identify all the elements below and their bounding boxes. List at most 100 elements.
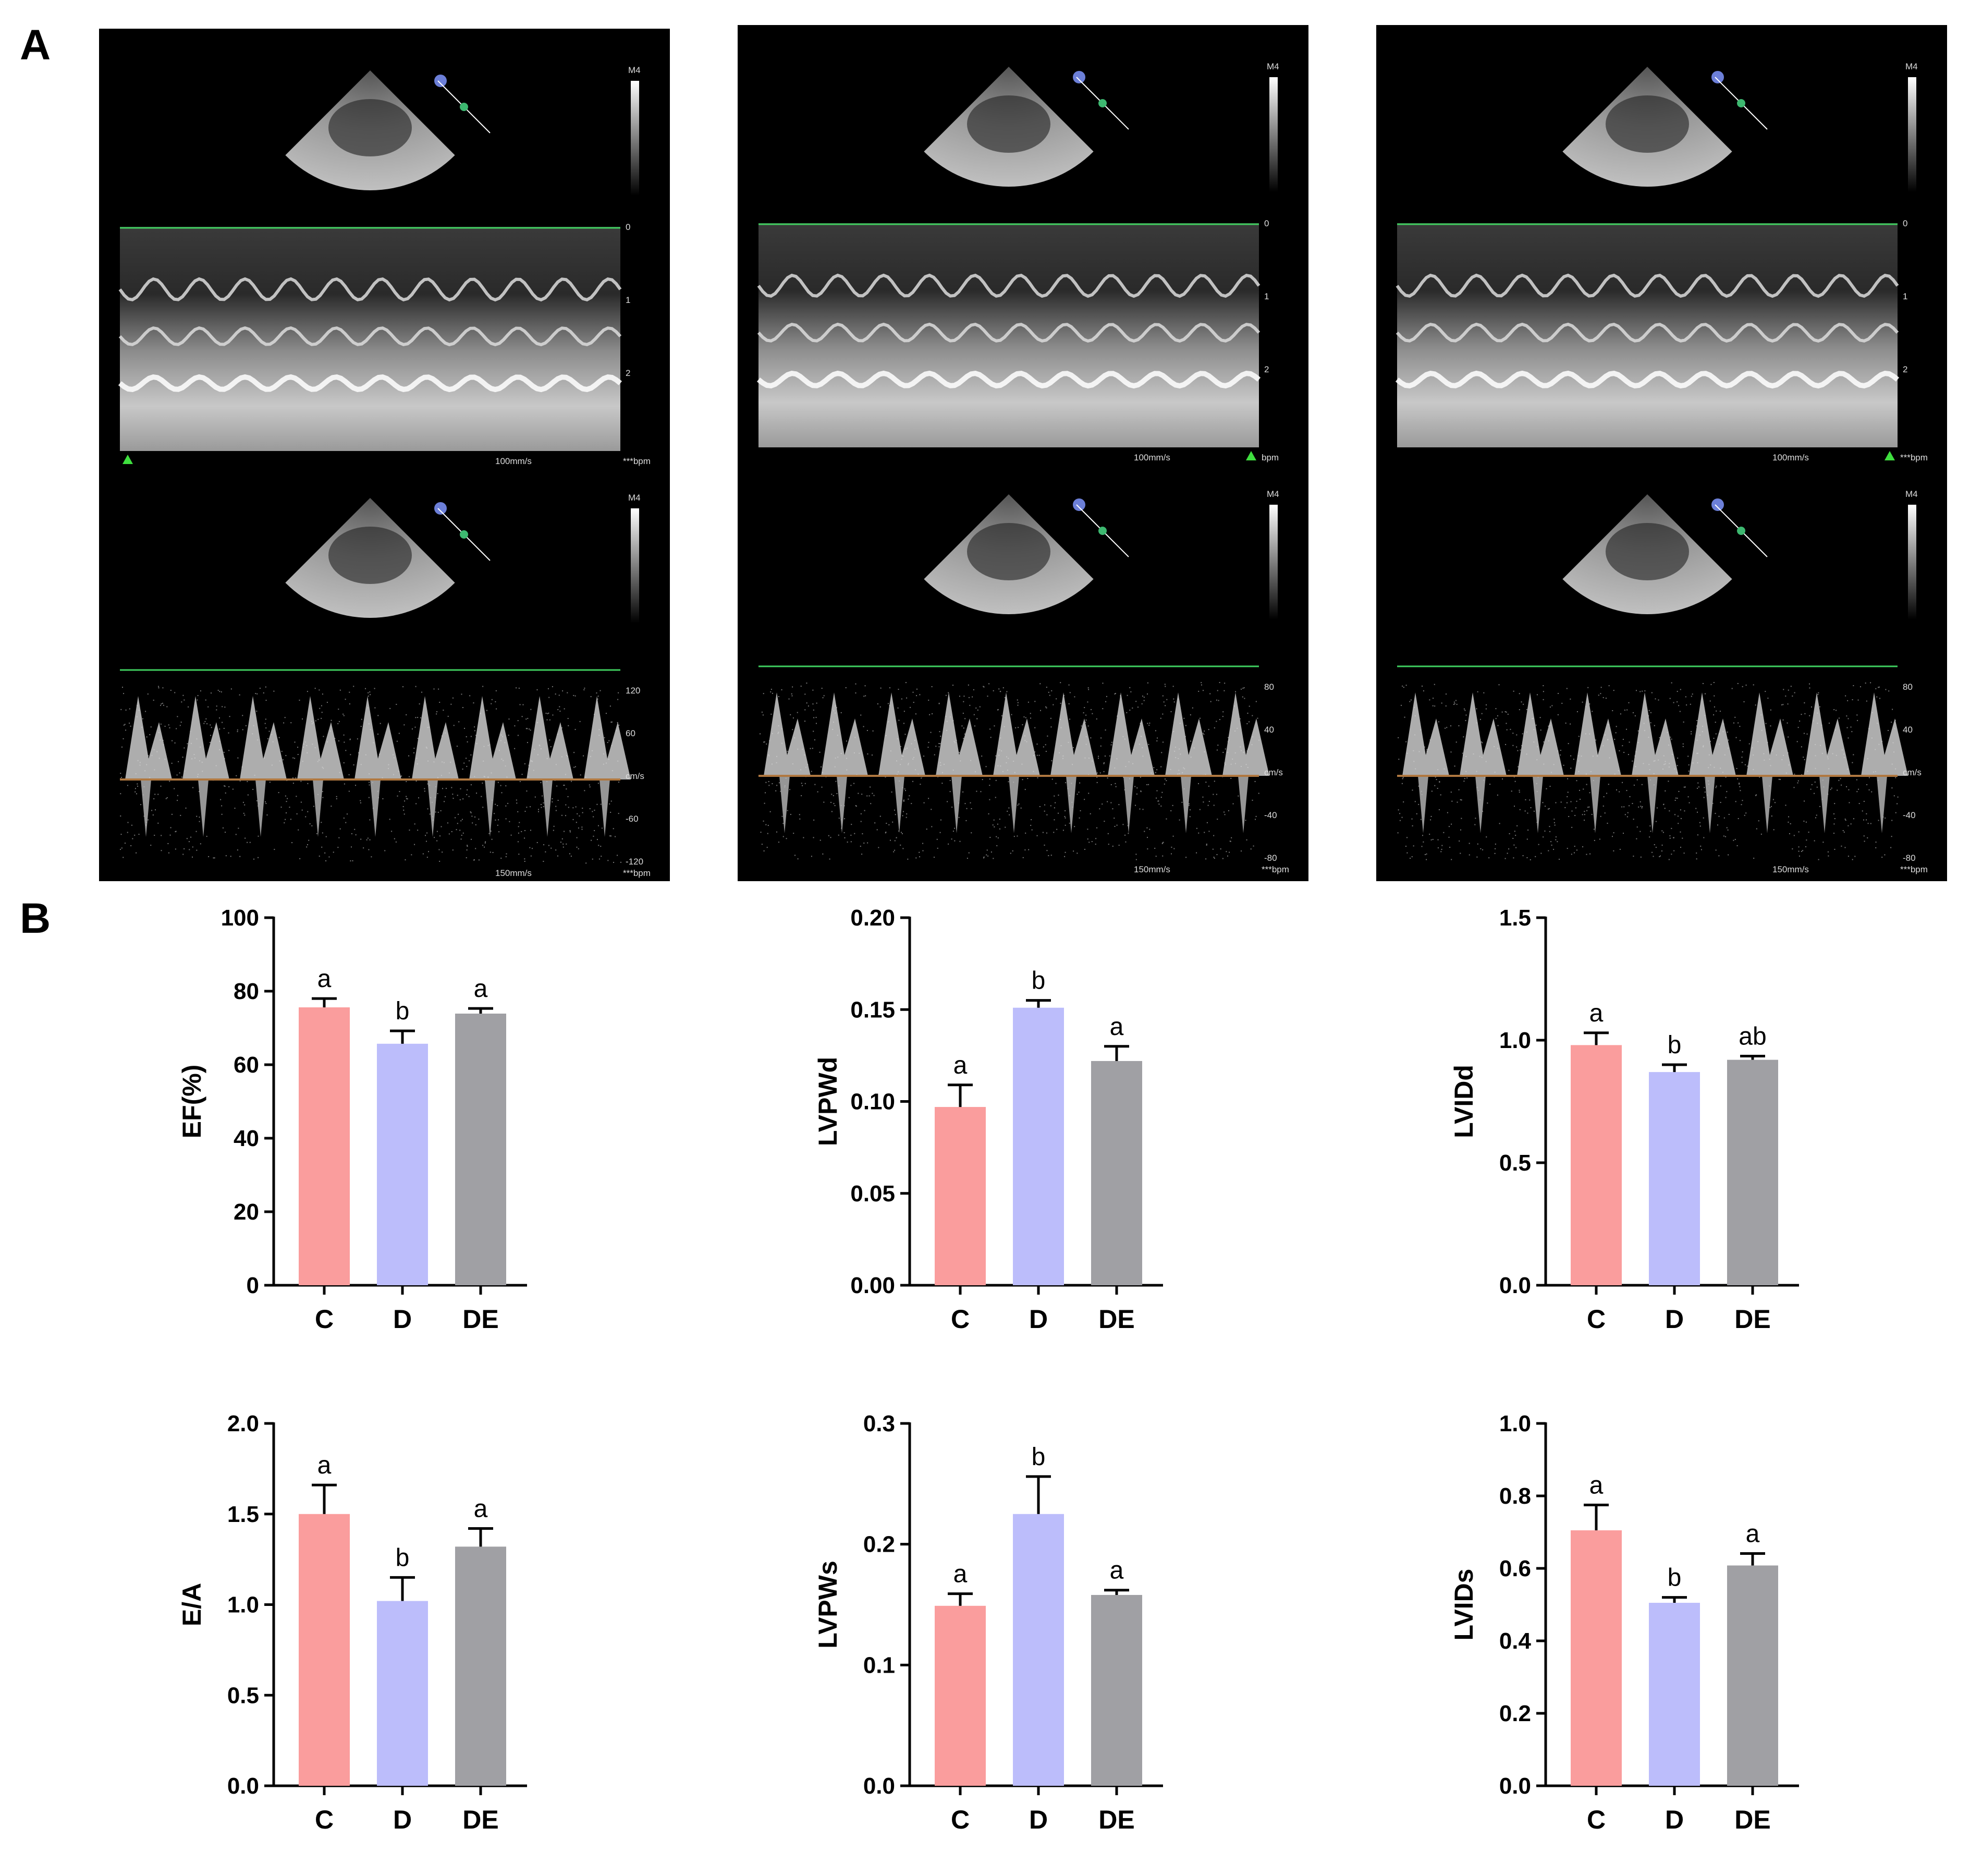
doppler-noise: [1723, 835, 1724, 837]
doppler-noise: [222, 706, 223, 708]
doppler-noise: [1397, 832, 1399, 834]
doppler-noise: [1543, 685, 1544, 687]
doppler-noise: [850, 834, 852, 836]
doppler-noise: [496, 708, 497, 710]
doppler-noise: [353, 764, 354, 765]
doppler-noise: [1098, 756, 1099, 757]
doppler-reverse-flow: [1590, 776, 1600, 833]
doppler-noise: [860, 813, 862, 814]
doppler-noise: [1895, 777, 1896, 778]
doppler-noise: [1789, 833, 1790, 834]
doppler-noise: [892, 821, 894, 823]
doppler-noise: [971, 832, 972, 834]
doppler-noise: [958, 817, 960, 818]
grayscale-bar: [1269, 505, 1278, 619]
doppler-noise: [377, 715, 379, 716]
doppler-noise: [1816, 814, 1817, 816]
doppler-noise: [1769, 807, 1771, 808]
doppler-noise: [308, 839, 310, 841]
doppler-noise: [1805, 846, 1807, 847]
velocity-tick-label: 40: [1264, 725, 1274, 735]
doppler-noise: [154, 794, 156, 795]
doppler-noise: [959, 696, 960, 697]
doppler-noise: [188, 706, 189, 708]
doppler-noise: [365, 688, 366, 689]
doppler-noise: [770, 691, 772, 692]
doppler-noise: [437, 811, 439, 813]
doppler-noise: [301, 809, 303, 811]
doppler-noise: [409, 830, 410, 831]
x-tick-label: DE: [1734, 1805, 1770, 1834]
depth-tick-label: 2: [1264, 364, 1269, 374]
doppler-noise: [137, 785, 139, 787]
doppler-noise: [518, 826, 519, 827]
doppler-noise: [1560, 750, 1561, 751]
doppler-noise: [413, 748, 415, 749]
doppler-noise: [1567, 796, 1568, 798]
doppler-noise: [286, 801, 287, 802]
doppler-noise: [1844, 847, 1846, 848]
doppler-noise: [1172, 805, 1173, 806]
doppler-noise: [179, 725, 181, 726]
doppler-reverse-flow: [1418, 776, 1428, 833]
x-tick-label: DE: [1734, 1305, 1770, 1334]
doppler-noise: [1156, 769, 1158, 771]
doppler-noise: [1504, 858, 1506, 859]
doppler-noise: [1062, 830, 1064, 831]
significance-label: ab: [1739, 1023, 1766, 1051]
doppler-noise: [1399, 813, 1401, 814]
doppler-noise: [1084, 799, 1085, 800]
doppler-noise: [1430, 819, 1431, 821]
depth-tick-label: 2: [1903, 364, 1907, 374]
doppler-reverse-flow: [1009, 776, 1019, 833]
doppler-noise: [396, 740, 398, 742]
doppler-noise: [482, 807, 484, 808]
doppler-noise: [238, 827, 239, 829]
doppler-noise: [1111, 741, 1112, 743]
doppler-noise: [934, 754, 935, 756]
doppler-noise: [1891, 836, 1892, 837]
doppler-noise: [162, 702, 163, 704]
doppler-noise: [1850, 823, 1852, 825]
doppler-noise: [1527, 829, 1529, 831]
bar-d: [1649, 1072, 1700, 1285]
doppler-noise: [1697, 782, 1699, 784]
doppler-noise: [1051, 778, 1053, 780]
doppler-noise: [531, 848, 533, 849]
doppler-noise: [244, 837, 246, 839]
caliper-dot: [1737, 527, 1745, 535]
doppler-noise: [1435, 776, 1436, 778]
doppler-noise: [258, 835, 259, 837]
doppler-noise: [237, 757, 239, 759]
doppler-noise: [1704, 791, 1706, 793]
doppler-noise: [223, 751, 225, 753]
doppler-noise: [297, 754, 299, 756]
doppler-noise: [1571, 854, 1572, 855]
doppler-noise: [1228, 737, 1229, 738]
doppler-noise: [985, 766, 987, 768]
bar-de: [1091, 1061, 1142, 1285]
bar-c: [935, 1605, 986, 1786]
depth-tick-label: 1: [1264, 291, 1269, 301]
doppler-noise: [988, 683, 990, 685]
doppler-noise: [1144, 831, 1145, 832]
doppler-reverse-flow: [1475, 776, 1486, 833]
doppler-noise: [1677, 691, 1678, 692]
doppler-noise: [1560, 754, 1561, 756]
doppler-noise: [1213, 835, 1215, 836]
doppler-noise: [1153, 767, 1155, 769]
doppler-noise: [1718, 815, 1720, 817]
doppler-noise: [597, 783, 599, 784]
doppler-noise: [569, 830, 571, 832]
doppler-noise: [1554, 824, 1556, 826]
doppler-noise: [855, 806, 857, 807]
doppler-noise: [525, 718, 527, 720]
doppler-noise: [1656, 807, 1658, 809]
doppler-noise: [1575, 807, 1576, 809]
doppler-noise: [377, 733, 378, 735]
doppler-noise: [1856, 714, 1858, 716]
doppler-noise: [1459, 840, 1460, 842]
doppler-noise: [998, 688, 1000, 690]
doppler-noise: [1222, 752, 1224, 753]
doppler-noise: [596, 803, 598, 805]
